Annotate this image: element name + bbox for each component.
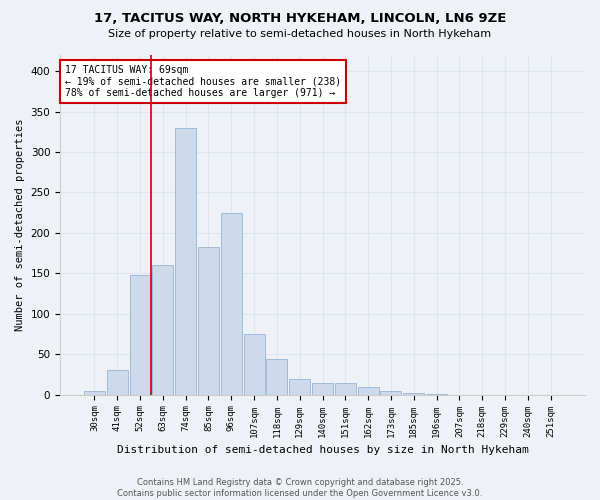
Bar — [358, 386, 379, 394]
Bar — [221, 212, 242, 394]
Bar — [244, 334, 265, 394]
Bar — [289, 378, 310, 394]
Text: Size of property relative to semi-detached houses in North Hykeham: Size of property relative to semi-detach… — [109, 29, 491, 39]
Bar — [152, 266, 173, 394]
Bar — [380, 392, 401, 394]
X-axis label: Distribution of semi-detached houses by size in North Hykeham: Distribution of semi-detached houses by … — [116, 445, 529, 455]
Text: Contains HM Land Registry data © Crown copyright and database right 2025.
Contai: Contains HM Land Registry data © Crown c… — [118, 478, 482, 498]
Bar — [266, 359, 287, 394]
Bar — [403, 393, 424, 394]
Bar — [84, 390, 105, 394]
Y-axis label: Number of semi-detached properties: Number of semi-detached properties — [15, 118, 25, 331]
Text: 17 TACITUS WAY: 69sqm
← 19% of semi-detached houses are smaller (238)
78% of sem: 17 TACITUS WAY: 69sqm ← 19% of semi-deta… — [65, 65, 341, 98]
Bar — [312, 382, 333, 394]
Bar — [198, 246, 219, 394]
Bar — [107, 370, 128, 394]
Bar — [130, 275, 151, 394]
Text: 17, TACITUS WAY, NORTH HYKEHAM, LINCOLN, LN6 9ZE: 17, TACITUS WAY, NORTH HYKEHAM, LINCOLN,… — [94, 12, 506, 26]
Bar — [335, 384, 356, 394]
Bar — [175, 128, 196, 394]
